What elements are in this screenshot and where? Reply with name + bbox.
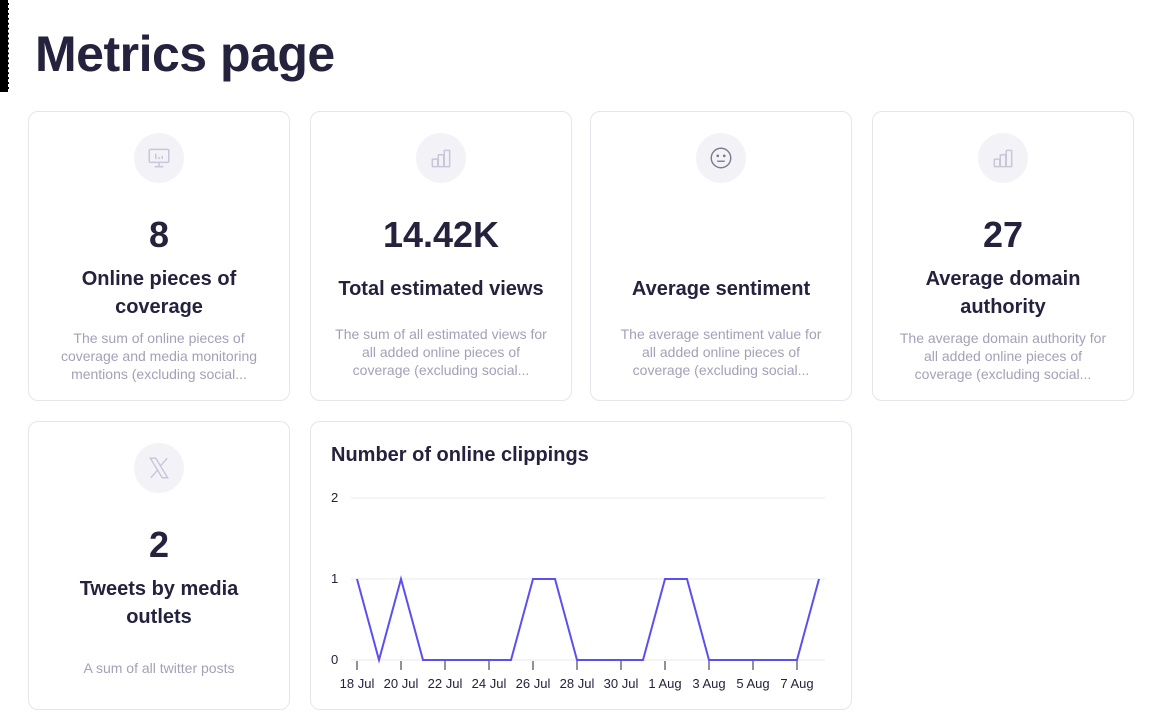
- metric-description: The average domain authority for all add…: [899, 330, 1107, 382]
- x-tick-label: 24 Jul: [472, 676, 507, 691]
- y-tick-label: 1: [331, 571, 338, 586]
- bar-chart-icon: [416, 133, 466, 183]
- metric-card-estimated-views: 14.42K Total estimated views The sum of …: [310, 111, 572, 401]
- metric-card-domain-authority: 27 Average domain authority The average …: [872, 111, 1134, 401]
- bar-chart-icon: [978, 133, 1028, 183]
- x-tick-label: 22 Jul: [428, 676, 463, 691]
- metric-label: Tweets by media outlets: [79, 578, 239, 628]
- metric-description: The average sentiment value for all adde…: [620, 326, 822, 378]
- metric-description: A sum of all twitter posts: [83, 660, 235, 676]
- metric-label: Total estimated views: [338, 278, 544, 300]
- chart-card-online-clippings: Number of online clippings 0 1 2 18 Jul 20 J…: [310, 421, 852, 710]
- chart-title: Number of online clippings: [331, 444, 589, 466]
- neutral-face-icon: [696, 133, 746, 183]
- metric-value: 14.42K: [382, 214, 500, 255]
- x-tick-label: 1 Aug: [648, 676, 681, 691]
- x-logo-icon: [134, 443, 184, 493]
- x-tick-label: 30 Jul: [604, 676, 639, 691]
- metric-card-tweets: 2 Tweets by media outlets A sum of all t…: [28, 421, 290, 710]
- x-tick-label: 18 Jul: [340, 676, 375, 691]
- x-tick-label: 26 Jul: [516, 676, 551, 691]
- y-tick-label: 2: [331, 490, 338, 505]
- series-line[interactable]: [356, 575, 820, 664]
- metric-label: Average sentiment: [631, 278, 811, 300]
- metric-description: The sum of all estimated views for all a…: [335, 326, 547, 378]
- x-tick-label: 5 Aug: [736, 676, 769, 691]
- metric-value: 27: [982, 214, 1024, 255]
- metric-card-online-pieces: 8 Online pieces of coverage The sum of o…: [28, 111, 290, 401]
- x-tick-label: 3 Aug: [692, 676, 725, 691]
- metric-label: Online pieces of coverage: [81, 268, 237, 318]
- metric-value: 2: [148, 524, 170, 565]
- window-edge: [0, 0, 9, 92]
- x-tick-label: 28 Jul: [560, 676, 595, 691]
- page-title: Metrics page: [35, 26, 335, 82]
- x-tick-label: 20 Jul: [384, 676, 419, 691]
- x-tick-label: 7 Aug: [780, 676, 813, 691]
- line-chart: 0 1 2 18 Jul 20 Jul 22 Jul 24 Jul 26 Jul 28 Jul 3…: [331, 490, 825, 691]
- metric-description: The sum of online pieces of coverage and…: [60, 330, 258, 382]
- metric-card-average-sentiment: Average sentiment The average sentiment …: [590, 111, 852, 401]
- y-tick-label: 0: [331, 652, 338, 667]
- metric-label: Average domain authority: [925, 268, 1081, 318]
- monitor-chart-icon: [134, 133, 184, 183]
- metric-value: 8: [148, 214, 170, 255]
